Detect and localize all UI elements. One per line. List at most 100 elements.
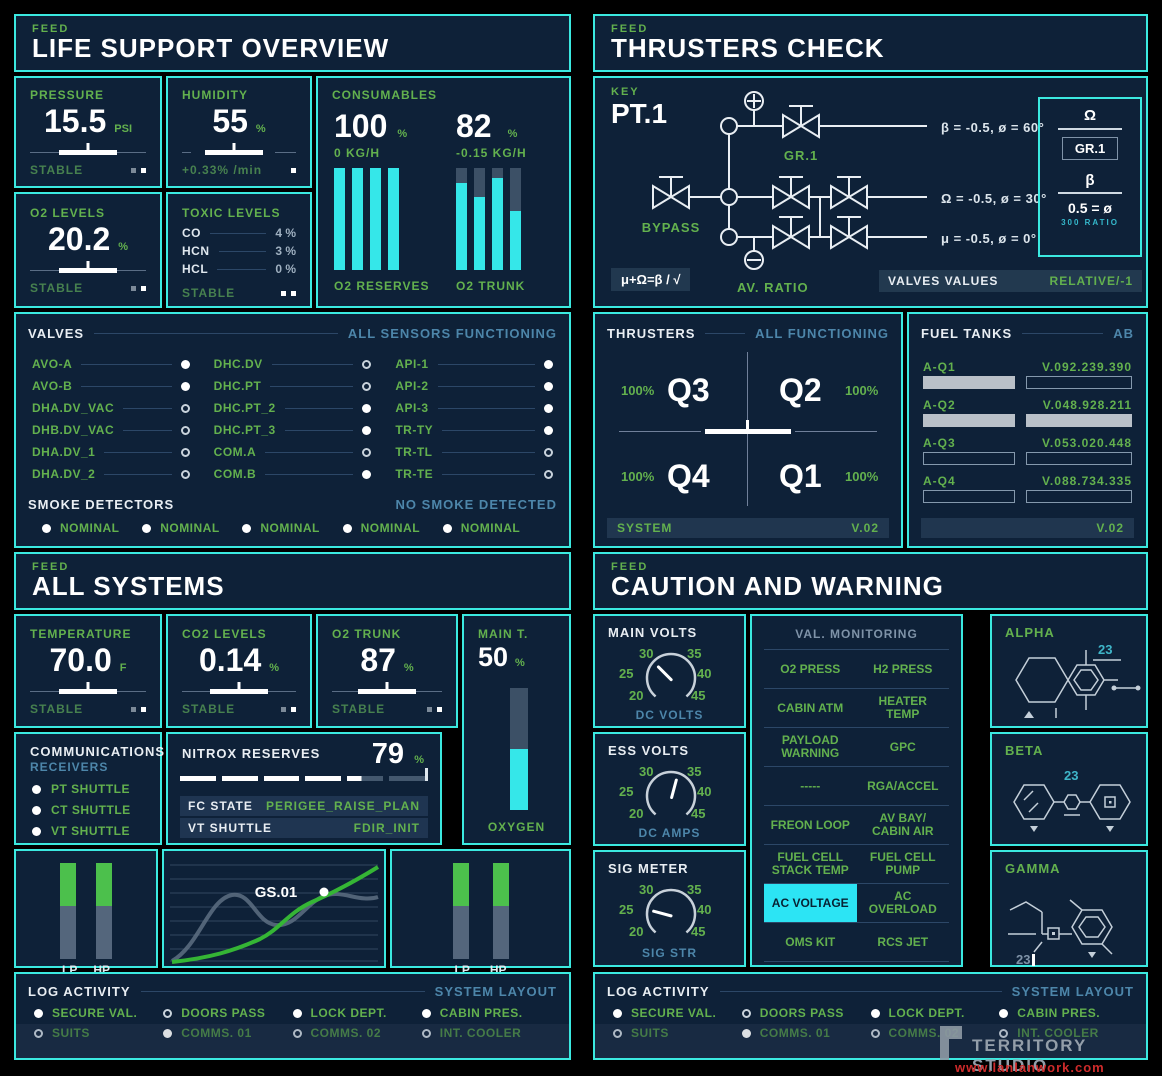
indicator-square — [281, 290, 286, 296]
receiver-dot — [32, 826, 41, 836]
valve-state-dot[interactable] — [180, 359, 190, 369]
valve-state-dot[interactable] — [362, 403, 372, 413]
fc-state-row: FC STATE PERIGEE_RAISE_PLAN — [180, 796, 428, 816]
log-item[interactable]: COMMS. 02 — [292, 1026, 422, 1040]
log-dot — [999, 1028, 1009, 1038]
dc-volts-caption: DC VOLTS — [635, 708, 704, 722]
log-item[interactable]: SECURE VAL. — [34, 1006, 163, 1020]
alarm-tile[interactable]: FREON LOOP — [770, 817, 850, 832]
gs01-curve — [171, 865, 380, 964]
ratio-group[interactable]: GR.1 — [1061, 137, 1119, 160]
valve-state-dot[interactable] — [544, 469, 554, 479]
detector-dot — [142, 523, 152, 533]
alarm-tile[interactable]: RGA/ACCEL — [867, 778, 939, 793]
o2-reserves-value: 100 — [334, 108, 388, 144]
av-ratio-label: AV. RATIO — [737, 280, 809, 295]
tank-bar — [1026, 490, 1132, 503]
alarm-tile[interactable]: FUEL CELL PUMP — [869, 850, 936, 877]
log-item[interactable]: CABIN PRES. — [421, 1006, 551, 1020]
valve-state-dot[interactable] — [544, 359, 554, 369]
system-layout-label: SYSTEM LAYOUT — [434, 984, 557, 999]
alarm-tile[interactable]: AC OVERLOAD — [868, 889, 937, 916]
log-dot — [999, 1008, 1009, 1018]
alarm-tile[interactable]: O2 PRESS — [780, 661, 841, 676]
pressure-slider-handle[interactable] — [59, 150, 117, 155]
alarm-tile-ac-voltage[interactable]: AC VOLTAGE — [764, 884, 857, 922]
log-item[interactable]: CABIN PRES. — [999, 1006, 1128, 1020]
log-item[interactable]: DOORS PASS — [741, 1006, 871, 1020]
valve-state-dot[interactable] — [362, 359, 372, 369]
log-dot — [163, 1008, 173, 1018]
log-label: COMMS. 02 — [310, 1026, 382, 1040]
humidity-slider — [182, 145, 296, 159]
gamma-label: GAMMA — [1005, 861, 1061, 876]
log-item[interactable]: INT. COOLER — [421, 1026, 551, 1040]
main-volts-label: MAIN VOLTS — [608, 625, 698, 640]
valve-state-dot[interactable] — [544, 403, 554, 413]
o2-levels-slider-handle[interactable] — [59, 268, 117, 273]
o2-trunk-slider-handle[interactable] — [358, 689, 416, 694]
valves-values-bar[interactable]: VALVES VALUES RELATIVE/-1 — [879, 270, 1142, 292]
nitrox-card: NITROX RESERVES 79 % FC STATE PERIGEE_RA… — [166, 732, 442, 845]
ess-volts-label: ESS VOLTS — [608, 743, 689, 758]
alarm-tile[interactable]: OMS KIT — [785, 934, 836, 949]
log-item[interactable]: COMMS. 01 — [163, 1026, 292, 1040]
log-item[interactable]: COMMS. 01 — [741, 1026, 871, 1040]
log-item[interactable]: LOCK DEPT. — [870, 1006, 1000, 1020]
log-item[interactable]: LOCK DEPT. — [292, 1006, 422, 1020]
log-item[interactable]: INT. COOLER — [999, 1026, 1128, 1040]
crosshair-bar[interactable] — [705, 429, 791, 434]
valve-state-dot[interactable] — [180, 425, 190, 435]
valve-state-dot[interactable] — [362, 447, 372, 457]
log-item[interactable]: SECURE VAL. — [613, 1006, 742, 1020]
valve-state-dot[interactable] — [544, 381, 554, 391]
alarm-tile[interactable]: PAYLOAD WARNING — [781, 733, 840, 760]
alarm-tile[interactable]: H2 PRESS — [873, 661, 933, 676]
valve-state-dot[interactable] — [362, 381, 372, 391]
bar-fill — [492, 178, 503, 270]
lp-bar — [60, 863, 76, 959]
sig-meter-label: SIG METER — [608, 861, 689, 876]
alarm-tile[interactable]: CABIN ATM — [777, 700, 844, 715]
lp-hp-gauges-left: LP HP — [14, 849, 158, 977]
log-dot — [34, 1028, 43, 1038]
alarm-tile[interactable]: GPC — [889, 739, 916, 754]
alarm-tile[interactable]: RCS JET — [877, 934, 929, 949]
valve-name: DHA.DV_1 — [32, 445, 96, 459]
valve-state-dot[interactable] — [180, 469, 190, 479]
valve-state-dot[interactable] — [180, 381, 190, 391]
receiver-item[interactable]: VT SHUTTLE — [32, 824, 160, 838]
temperature-slider-handle[interactable] — [59, 689, 117, 694]
receiver-item[interactable]: PT SHUTTLE — [32, 782, 160, 796]
valve-state-dot[interactable] — [362, 425, 372, 435]
log-item[interactable]: SUITS — [613, 1026, 742, 1040]
alarm-tile[interactable]: AV BAY/ CABIN AIR — [871, 811, 934, 838]
detector-dot — [342, 523, 352, 533]
valve-state-dot[interactable] — [180, 403, 190, 413]
valve-state-dot[interactable] — [362, 469, 372, 479]
formula-badge: μ+Ω=β / √ — [611, 268, 691, 291]
co2-slider-handle[interactable] — [210, 689, 268, 694]
lp-bar — [452, 863, 469, 959]
log-item[interactable]: DOORS PASS — [163, 1006, 292, 1020]
valves-status: ALL SENSORS FUNCTIONING — [347, 326, 557, 341]
humidity-value: 55 — [212, 103, 248, 139]
receiver-item[interactable]: CT SHUTTLE — [32, 803, 160, 817]
alarm-tile[interactable]: ----- — [800, 778, 821, 793]
humidity-slider-handle[interactable] — [205, 150, 264, 155]
humidity-card: HUMIDITY 55 % +0.33% /min — [166, 76, 312, 188]
valve-state-dot[interactable] — [544, 425, 554, 435]
o2-trunk-bars — [456, 168, 566, 270]
gs01-chart: GS.01 — [170, 864, 380, 964]
ratio-value: 0.5 = ø — [1068, 200, 1112, 216]
crosshair-tick — [746, 420, 749, 429]
co2-status: STABLE — [182, 702, 236, 716]
alarm-tile[interactable]: HEATER TEMP — [878, 694, 927, 721]
detector-label: NOMINAL — [460, 521, 521, 535]
valve-state-dot[interactable] — [544, 447, 554, 457]
log-item[interactable]: SUITS — [34, 1026, 163, 1040]
alarm-tile[interactable]: FUEL CELL STACK TEMP — [771, 850, 849, 877]
receivers-label: RECEIVERS — [30, 760, 109, 774]
fc-state-label: FC STATE — [188, 799, 253, 813]
valve-state-dot[interactable] — [180, 447, 190, 457]
